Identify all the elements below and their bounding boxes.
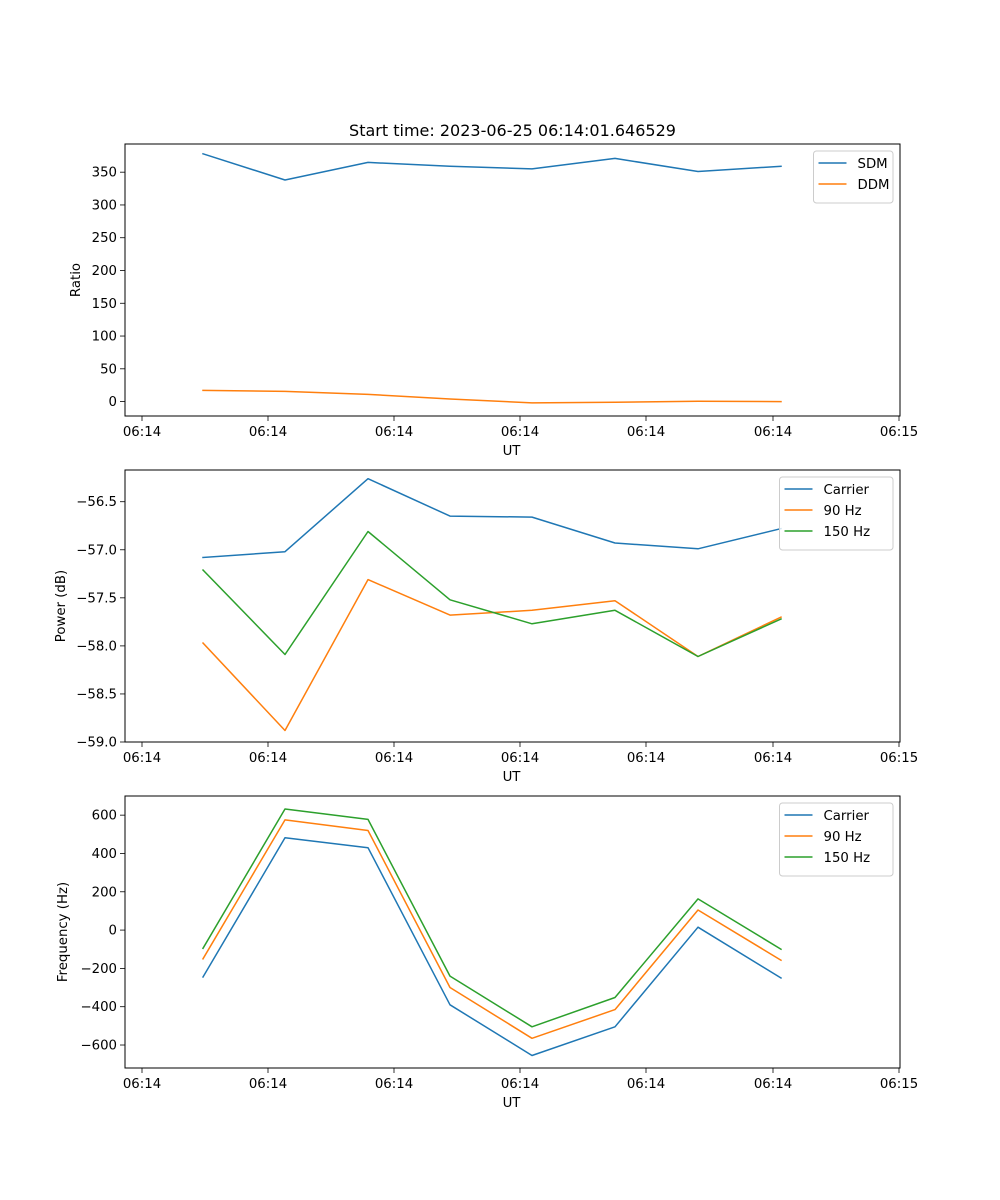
y-tick-label: 200 [92, 885, 117, 900]
y-axis-label: Ratio [69, 263, 84, 297]
x-tick-label: 06:14 [501, 425, 539, 440]
y-tick-label: −200 [80, 962, 117, 977]
legend-label: Carrier [824, 483, 870, 498]
x-tick-label: 06:14 [627, 1077, 665, 1092]
series-line-90-hz [201, 819, 783, 1040]
x-tick-label: 06:14 [249, 751, 287, 766]
y-tick-label: −59.0 [76, 736, 117, 751]
y-tick-label: 50 [100, 362, 117, 377]
panel-3: 06:14 06:14 06:14 06:14 06:14 06:14 06:15 −600 −… [56, 795, 918, 1111]
series-line-carrier [201, 837, 783, 1057]
x-axis-label: UT [503, 1096, 522, 1111]
y-tick-label: 600 [92, 809, 117, 824]
x-tick-label: 06:14 [754, 751, 792, 766]
series-line-90-hz [201, 578, 782, 732]
y-tick-label: 350 [92, 166, 117, 181]
x-tick-label: 06:14 [123, 751, 161, 766]
y-tick-label: −58.0 [76, 639, 117, 654]
legend: Carrier 90 Hz 150 Hz [779, 476, 894, 551]
y-tick-label: 400 [92, 847, 117, 862]
legend-label: 90 Hz [824, 504, 862, 519]
y-axis-label: Power (dB) [54, 570, 69, 642]
chart-title: Start time: 2023-06-25 06:14:01.646529 [349, 121, 676, 140]
x-tick-label: 06:14 [123, 425, 161, 440]
y-tick-label: −57.5 [76, 591, 117, 606]
panel-1: 06:14 06:14 06:14 06:14 06:14 06:14 06:15 0 50 10… [69, 121, 918, 459]
y-tick-label: 300 [92, 198, 117, 213]
y-tick-label: −56.5 [76, 495, 117, 510]
x-axis-label: UT [503, 770, 522, 785]
axes-frame [124, 469, 901, 743]
axes-frame [124, 143, 901, 417]
legend-label: DDM [858, 178, 890, 193]
legend: SDM DDM [813, 150, 894, 204]
y-tick-label: 200 [92, 264, 117, 279]
x-tick-label: 06:15 [880, 751, 918, 766]
series-line-150-hz [201, 530, 782, 658]
y-tick-label: 0 [109, 924, 117, 939]
x-tick-label: 06:14 [501, 751, 539, 766]
x-tick-label: 06:14 [627, 425, 665, 440]
y-tick-label: 100 [92, 330, 117, 345]
legend-label: Carrier [824, 809, 870, 824]
x-axis-label: UT [503, 444, 522, 459]
y-tick-label: 0 [109, 395, 117, 410]
x-tick-label: 06:14 [249, 1077, 287, 1092]
series-line-ddm [202, 389, 782, 404]
legend-label: 150 Hz [824, 851, 871, 866]
y-tick-label: −600 [80, 1039, 117, 1054]
x-tick-label: 06:14 [754, 1077, 792, 1092]
legend-label: 90 Hz [824, 830, 862, 845]
x-tick-label: 06:15 [880, 425, 918, 440]
x-tick-label: 06:15 [880, 1077, 918, 1092]
x-tick-label: 06:14 [123, 1077, 161, 1092]
y-tick-label: −58.5 [76, 687, 117, 702]
x-tick-label: 06:14 [375, 425, 413, 440]
x-tick-label: 06:14 [627, 751, 665, 766]
legend: Carrier 90 Hz 150 Hz [779, 802, 894, 877]
series-line-sdm [202, 152, 782, 181]
y-tick-label: 250 [92, 231, 117, 246]
x-tick-label: 06:14 [249, 425, 287, 440]
x-tick-label: 06:14 [375, 1077, 413, 1092]
x-tick-label: 06:14 [754, 425, 792, 440]
y-tick-label: 150 [92, 297, 117, 312]
y-axis-label: Frequency (Hz) [56, 882, 71, 982]
legend-label: SDM [858, 157, 888, 172]
series-line-carrier [202, 477, 782, 559]
panels: 06:14 06:14 06:14 06:14 06:14 06:14 06:15 0 50 10… [54, 121, 918, 1111]
panel-2: 06:14 06:14 06:14 06:14 06:14 06:14 06:15 −59.0… [54, 469, 918, 785]
y-tick-label: −57.0 [76, 543, 117, 558]
y-tick-label: −400 [80, 1000, 117, 1015]
legend-label: 150 Hz [824, 525, 871, 540]
x-tick-label: 06:14 [375, 751, 413, 766]
axes-frame [124, 795, 901, 1069]
x-tick-label: 06:14 [501, 1077, 539, 1092]
series-line-150-hz [201, 808, 783, 1028]
legend-box [813, 150, 894, 204]
